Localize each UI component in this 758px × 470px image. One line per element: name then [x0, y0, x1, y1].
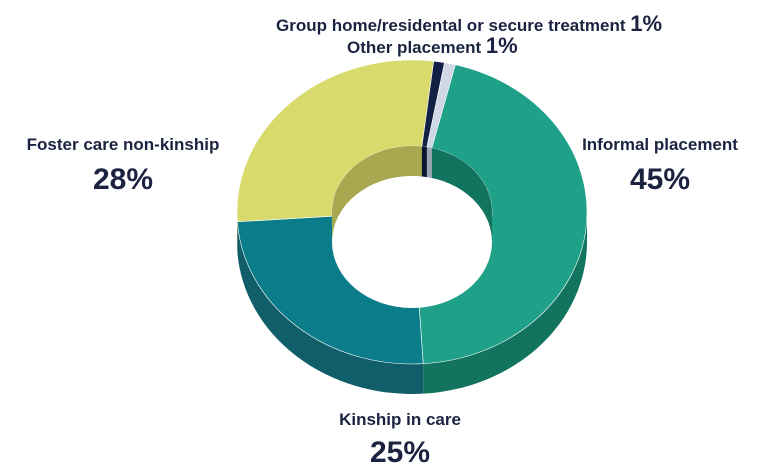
label-group-home: Group home/residental or secure treatmen… — [276, 13, 662, 35]
label-kinship-in-care-value: 25% — [290, 438, 510, 468]
label-foster-care: Foster care non-kinship 28% — [10, 136, 236, 195]
label-informal-placement: Informal placement 45% — [560, 136, 758, 195]
label-informal-placement-name: Informal placement — [560, 136, 758, 153]
label-kinship-in-care: Kinship in care 25% — [290, 411, 510, 468]
label-foster-care-value: 28% — [10, 165, 236, 195]
label-foster-care-name: Foster care non-kinship — [10, 136, 236, 153]
label-other-placement: Other placement 1% — [347, 35, 518, 57]
label-group-home-name: Group home/residental or secure treatmen… — [276, 16, 626, 35]
hole-wall-other-placement-0 — [422, 147, 427, 178]
hole-wall-group-home-residental-or-secure-treatment-0 — [427, 147, 432, 178]
label-group-home-value: 1% — [630, 11, 662, 36]
label-other-placement-name: Other placement — [347, 38, 481, 57]
label-kinship-in-care-name: Kinship in care — [290, 411, 510, 428]
label-informal-placement-value: 45% — [560, 165, 758, 195]
label-other-placement-value: 1% — [486, 33, 518, 58]
